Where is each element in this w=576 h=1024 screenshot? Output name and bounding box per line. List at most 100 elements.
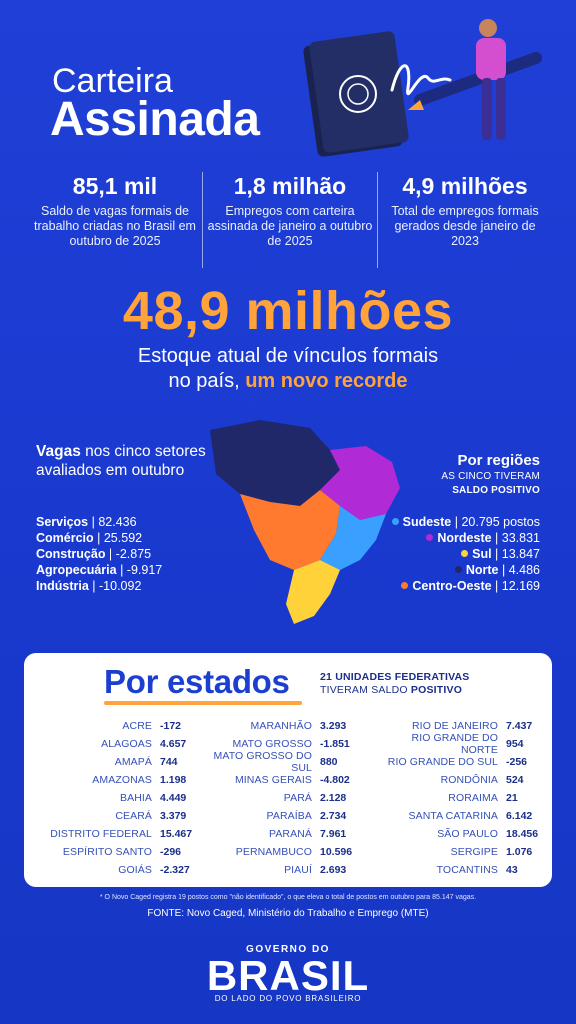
table-row: Acre -172 [24, 717, 194, 735]
table-row: Mato Grosso do Sul 880 [194, 750, 364, 774]
state-value: 2.693 [320, 864, 347, 876]
person-with-pencil-icon [408, 19, 542, 140]
state-value: 6.142 [506, 810, 533, 822]
list-item: Nordeste | 33.831 [360, 530, 540, 546]
state-value: 954 [506, 738, 524, 750]
highlight-text: Estoque atual de vínculos formais no paí… [0, 344, 576, 394]
sectors-list: Serviços | 82.436 Comércio | 25.592 Cons… [36, 514, 226, 594]
state-name: Roraima [448, 792, 498, 804]
states-column-3: Rio de Janeiro 7.437 Rio Grande do Norte 95… [372, 717, 542, 879]
state-value: 10.596 [320, 846, 353, 858]
title-line-1: Carteira [52, 62, 173, 100]
list-item: Indústria | -10.092 [36, 579, 142, 593]
table-row: São Paulo 18.456 [372, 825, 542, 843]
state-name: Bahia [119, 792, 152, 804]
regions-sub-line-1: AS CINCO TIVERAM [441, 471, 540, 482]
highlight-line-2: no país, um novo recorde [0, 369, 576, 394]
footnote: * O Novo Caged registra 19 postos como "… [99, 894, 477, 901]
list-item: Centro-Oeste | 12.169 [360, 578, 540, 594]
table-row: Alagoas 4.657 [24, 735, 194, 753]
state-name: Maranhão [250, 720, 312, 732]
state-name: Paraná [269, 828, 312, 840]
state-name: Espírito Santo [62, 846, 152, 858]
state-name: Amazonas [92, 774, 152, 786]
highlight-record: um novo recorde [245, 370, 408, 392]
sector-value: -2.875 [115, 547, 152, 561]
stat-value: 1,8 milhão [233, 173, 347, 199]
table-row: Sergipe 1.076 [372, 843, 542, 861]
table-row: Piauí 2.693 [194, 861, 364, 879]
work-booklet-icon [303, 31, 409, 157]
list-item: Comércio | 25.592 [36, 531, 143, 545]
state-name: Pernambuco [235, 846, 312, 858]
state-name: Mato Grosso do Sul [213, 750, 312, 774]
table-row: Ceará 3.379 [24, 807, 194, 825]
state-value: 21 [506, 792, 518, 804]
table-row: Rondônia 524 [372, 771, 542, 789]
region-dot-icon [391, 518, 399, 525]
table-row: Mato Grosso -1.851 [194, 735, 364, 753]
stat-value: 4,9 milhões [402, 173, 528, 199]
sectors-title-bold: Vagas [36, 443, 81, 460]
gov-logo-line-2: BRASIL [206, 952, 370, 999]
stat-description: Saldo de vagas formais de trabalho criad… [34, 204, 196, 248]
stat-balance: 85,1 mil Saldo de vagas formais de traba… [28, 172, 202, 268]
state-value: -256 [506, 756, 528, 768]
list-item: Agropecuária | -9.917 [36, 563, 163, 577]
sectors-title-rest: nos cinco setores avaliados em outubro [36, 443, 206, 479]
list-item: Sul | 13.847 [360, 546, 540, 562]
table-row: Santa Catarina 6.142 [372, 807, 542, 825]
brazil-map [210, 420, 400, 624]
highlight-value: 48,9 milhões [122, 281, 454, 341]
title-line-2: Assinada [50, 93, 260, 146]
state-name: Paraíba [266, 810, 312, 822]
region-name: Sudeste [402, 515, 452, 529]
state-name: Distrito Federal [50, 828, 152, 840]
state-name: Alagoas [101, 738, 152, 750]
sector-name: Serviços [36, 515, 89, 529]
map-region-sul [286, 560, 340, 624]
table-row: Amapá 744 [24, 753, 194, 771]
regions-title: Por regiões [457, 452, 540, 469]
sector-name: Agropecuária [36, 563, 117, 577]
state-value: 3.293 [320, 720, 347, 732]
state-name: Rio Grande do Norte [411, 732, 498, 756]
map-region-centro-oeste [240, 490, 340, 570]
region-name: Nordeste [437, 531, 492, 545]
map-region-sudeste [320, 506, 386, 570]
table-row: Goiás -2.327 [24, 861, 194, 879]
states-note-bold: POSITIVO [410, 684, 463, 696]
table-row: Pernambuco 10.596 [194, 843, 364, 861]
region-value: 13.847 [501, 547, 540, 561]
states-card: Por estados 21 UNIDADES FEDERATIVAS TIVE… [24, 653, 552, 887]
state-value: 524 [506, 774, 524, 786]
table-row: Bahia 4.449 [24, 789, 194, 807]
state-value: 7.961 [320, 828, 347, 840]
state-value: 744 [160, 756, 178, 768]
table-row: Pará 2.128 [194, 789, 364, 807]
state-name: Ceará [115, 810, 152, 822]
table-row: Paraíba 2.734 [194, 807, 364, 825]
sector-value: 25.592 [103, 531, 143, 545]
regions-sub-line-2: SALDO POSITIVO [360, 484, 540, 498]
table-row: Amazonas 1.198 [24, 771, 194, 789]
region-name: Sul [472, 547, 492, 561]
state-value: 4.657 [160, 738, 187, 750]
sector-value: 82.436 [98, 515, 137, 529]
stat-jobs-total: 4,9 milhões Total de empregos formais ge… [377, 172, 552, 268]
states-title-underline [104, 701, 302, 705]
state-name: Piauí [284, 864, 312, 876]
state-value: -2.327 [160, 864, 190, 876]
stats-row: 85,1 mil Saldo de vagas formais de traba… [28, 172, 552, 268]
state-name: Tocantins [436, 864, 498, 876]
stat-description: Empregos com carteira assinada de janeir… [207, 204, 373, 248]
state-value: 7.437 [506, 720, 533, 732]
state-name: Rio Grande do Sul [387, 756, 498, 768]
table-row: Rio Grande do Sul -256 [372, 753, 542, 771]
region-dot-icon [461, 550, 469, 557]
state-value: 3.379 [160, 810, 187, 822]
table-row: Espírito Santo -296 [24, 843, 194, 861]
state-value: 18.456 [506, 828, 539, 840]
highlight-line-1: Estoque atual de vínculos formais [137, 345, 439, 367]
map-region-norte [210, 420, 340, 506]
